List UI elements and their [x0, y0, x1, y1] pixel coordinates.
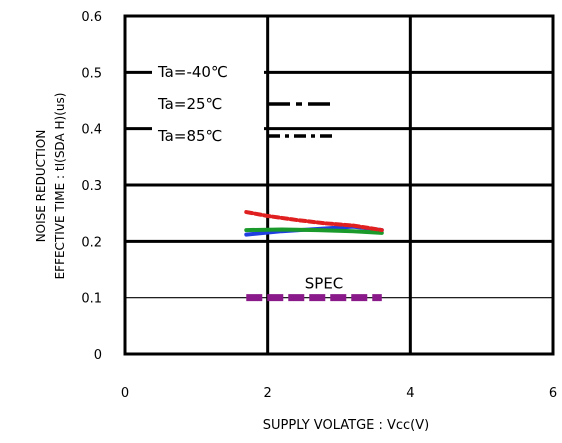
legend-label: Ta=-40℃ — [157, 63, 228, 81]
y-tick-label: 0.5 — [81, 66, 102, 81]
y-tick-label: 0.2 — [81, 235, 102, 250]
y-axis-label-line-2: EFFECTIVE TIME : tI(SDA H)(us) — [53, 93, 67, 280]
legend-label-bg — [152, 91, 264, 113]
series-line — [244, 227, 384, 235]
y-tick-label: 0.4 — [81, 123, 102, 138]
y-tick-label: 0.3 — [81, 179, 102, 194]
x-tick-label: 4 — [406, 386, 414, 401]
y-axis-label-line-1: NOISE REDUCTION — [34, 130, 48, 243]
legend-label-bg — [152, 59, 264, 81]
plot-frame — [123, 14, 555, 356]
series-line — [244, 210, 384, 233]
x-axis-label: SUPPLY VOLATGE : Vcc(V) — [263, 418, 429, 433]
spec-layer: SPEC — [246, 275, 382, 302]
y-tick-label: 0.6 — [81, 10, 102, 25]
x-tick-label: 2 — [264, 386, 272, 401]
x-tick-label: 6 — [549, 386, 557, 401]
x-tick-label: 0 — [121, 386, 129, 401]
y-tick-label: 0 — [94, 348, 102, 363]
legend: Ta=-40℃ Ta=25℃ Ta=85℃ — [152, 59, 334, 145]
spec-label: SPEC — [305, 275, 344, 293]
legend-label-bg — [152, 123, 264, 145]
series-layer — [244, 210, 384, 237]
legend-label: Ta=85℃ — [157, 127, 222, 145]
legend-label: Ta=25℃ — [157, 95, 222, 113]
ticks-layer: 0 2 4 6 0 0.1 0.2 0.3 0.4 0.5 0.6 — [81, 10, 557, 401]
y-tick-label: 0.1 — [81, 292, 102, 307]
